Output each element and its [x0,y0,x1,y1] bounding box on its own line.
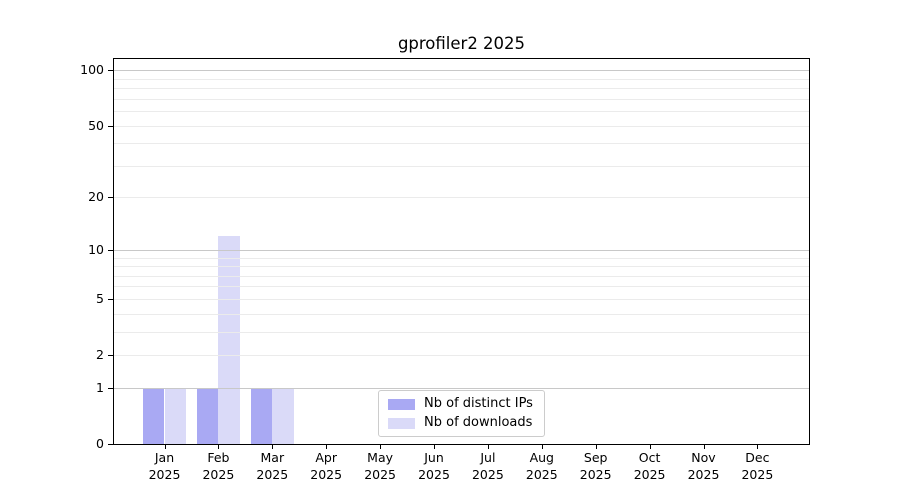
x-tick-label: Sep 2025 [579,450,612,482]
y-tick-mark [108,387,113,389]
x-tick-mark [218,445,220,449]
y-tick-mark [108,125,113,127]
legend: Nb of distinct IPs Nb of downloads [378,390,545,437]
plot-area [113,58,810,445]
minor-gridline [114,98,809,100]
x-tick-mark [649,445,651,449]
x-tick-mark [703,445,705,449]
x-tick-label: May 2025 [364,450,396,482]
minor-gridline [114,111,809,113]
x-tick-label: Jan 2025 [148,450,181,482]
minor-gridline [114,298,809,300]
minor-gridline [114,125,809,127]
x-tick-mark [326,445,328,449]
minor-gridline [114,165,809,167]
y-tick-label: 5 [96,290,104,306]
y-tick-mark [108,70,113,72]
chart-title: gprofiler2 2025 [397,34,526,53]
x-tick-mark [164,445,166,449]
y-tick-label: 50 [88,117,104,133]
y-tick-label: 1 [96,379,104,395]
y-tick-mark [108,249,113,251]
x-tick-mark [757,445,759,449]
legend-label-distinct-ips: Nb of distinct IPs [424,396,533,411]
x-tick-label: Apr 2025 [310,450,343,482]
x-tick-label: Oct 2025 [633,450,666,482]
y-tick-label: 10 [88,241,104,257]
y-tick-mark [108,197,113,199]
legend-swatch-downloads [388,417,415,429]
major-gridline [114,249,809,251]
x-tick-mark [272,445,274,449]
minor-gridline [114,197,809,199]
y-tick-label: 20 [88,189,104,205]
bar-distinct-ips [142,387,165,444]
x-tick-label: Mar 2025 [256,450,289,482]
bar-downloads [272,387,294,444]
minor-gridline [114,88,809,90]
minor-gridline [114,257,809,259]
legend-item-distinct-ips: Nb of distinct IPs [388,397,535,411]
x-tick-label: Feb 2025 [202,450,235,482]
y-tick-label: 2 [96,347,104,363]
minor-gridline [114,78,809,80]
y-tick-label: 0 [96,436,104,451]
y-tick-label: 100 [80,62,104,78]
legend-label-downloads: Nb of downloads [424,415,533,430]
x-tick-mark [487,445,489,449]
y-tick-mark [108,298,113,300]
x-tick-mark [380,445,382,449]
legend-item-downloads: Nb of downloads [388,416,535,430]
bar-downloads [218,236,240,444]
bar-distinct-ips [250,387,273,444]
minor-gridline [114,286,809,288]
minor-gridline [114,275,809,277]
x-tick-label: Jul 2025 [471,450,504,482]
minor-gridline [114,313,809,315]
x-tick-mark [434,445,435,449]
x-tick-label: Nov 2025 [687,450,720,482]
y-tick-mark [108,444,113,445]
x-tick-label: Aug 2025 [525,450,558,482]
legend-swatch-distinct-ips [388,398,415,410]
major-gridline [114,387,809,389]
x-tick-label: Jun 2025 [418,450,450,482]
bar-distinct-ips [196,387,219,444]
y-tick-mark [108,355,113,357]
x-tick-mark [595,445,597,449]
x-tick-label: Dec 2025 [741,450,774,482]
x-tick-mark [541,445,543,449]
major-gridline [114,70,809,72]
minor-gridline [114,355,809,357]
minor-gridline [114,331,809,333]
minor-gridline [114,266,809,268]
minor-gridline [114,143,809,145]
bar-downloads [164,387,187,444]
